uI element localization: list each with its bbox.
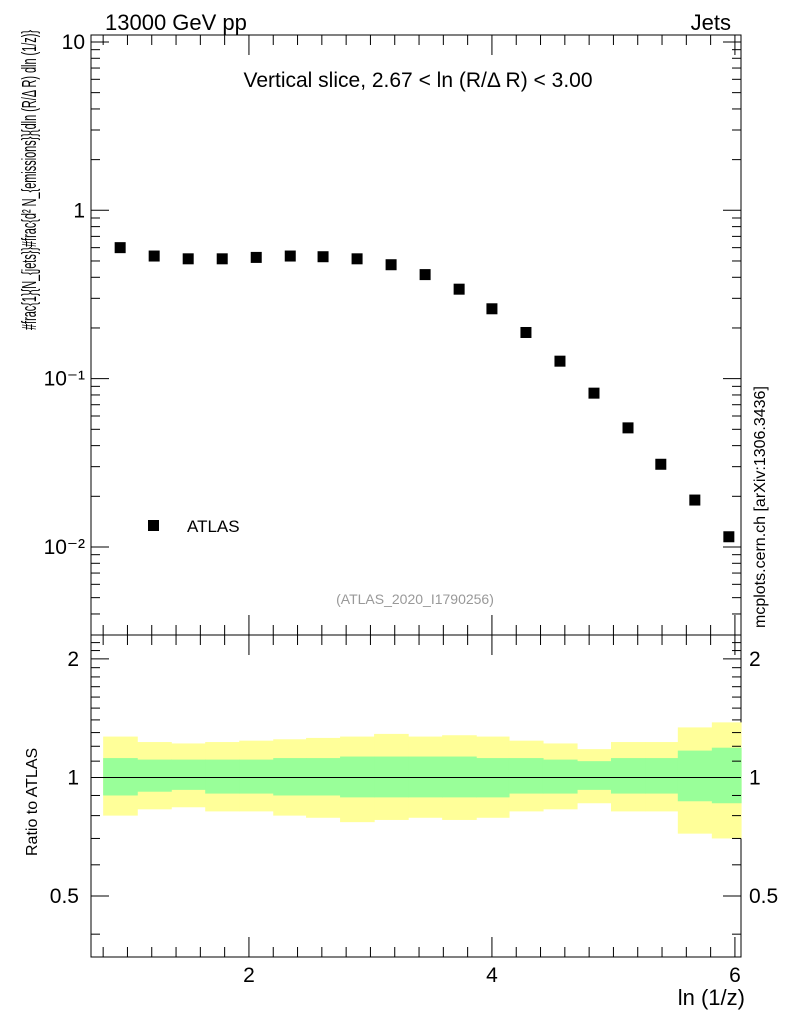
main-y-axis-label: #frac{1}{N_{jets}}#frac{d² N_{emissions}… [19,30,41,330]
stat-uncertainty-band [171,759,206,790]
legend-marker-atlas [148,520,159,531]
side-label: mcplots.cern.ch [arXiv:1306.3436] [752,386,769,628]
data-point [216,253,228,265]
ratio-axes: 2 4 6 0.5 0.5 1 1 2 2 [50,635,778,987]
data-point [385,259,397,271]
data-point [453,283,465,295]
watermark: (ATLAS_2020_I1790256) [336,591,494,607]
data-point [317,251,329,263]
stat-uncertainty-band [239,759,274,794]
data-point [723,531,735,543]
chart-title: Vertical slice, 2.67 < ln (R/Δ R) < 3.00 [243,69,592,92]
data-point [351,253,363,265]
stat-uncertainty-band [137,759,172,792]
category-label: Jets [691,10,731,35]
ratio-bands [103,722,742,839]
stat-uncertainty-band [611,758,646,794]
data-point [622,422,634,434]
data-point [182,253,194,265]
ratio-y-tick-label-right: 2 [749,648,761,671]
stat-uncertainty-band [542,759,578,794]
data-point [148,250,160,262]
data-points [114,242,735,543]
x-tick-label: 4 [486,964,498,987]
data-point [250,251,262,263]
energy-label: 13000 GeV pp [105,10,247,35]
stat-uncertainty-band [677,750,713,802]
stat-uncertainty-band [205,759,240,794]
ratio-y-tick-label: 2 [67,648,79,671]
data-point [554,355,566,367]
stat-uncertainty-band [711,747,742,804]
stat-uncertainty-band [576,761,612,790]
ratio-y-tick-label-right: 1 [749,766,761,789]
stat-uncertainty-band [508,758,544,794]
y-tick-label: 1 [73,199,85,222]
x-tick-label: 2 [243,964,255,987]
x-tick-label: 6 [729,964,741,987]
y-tick-label: 10⁻¹ [44,368,85,391]
ratio-y-tick-label: 0.5 [50,885,79,908]
data-point [520,326,532,338]
data-point [419,269,431,281]
stat-uncertainty-band [645,758,679,794]
data-point [486,303,498,315]
stat-uncertainty-band [103,758,138,796]
legend-label-atlas: ATLAS [187,517,240,536]
x-axis-label: ln (1/z) [678,985,745,1010]
data-point [284,250,296,262]
ratio-y-tick-label: 1 [67,766,79,789]
data-point [689,494,701,506]
y-tick-label: 10 [62,31,85,54]
ratio-y-axis-label: Ratio to ATLAS [24,748,41,856]
data-point [114,242,126,254]
stat-uncertainty-band [273,758,307,796]
stat-uncertainty-band [306,758,341,796]
y-tick-label: 10⁻² [44,536,85,559]
main-axes: 10⁻² 10⁻¹ 1 10 [44,31,741,636]
main-plot-frame [90,34,742,636]
data-point [588,387,600,399]
data-point [655,458,667,470]
ratio-y-tick-label-right: 0.5 [749,885,778,908]
